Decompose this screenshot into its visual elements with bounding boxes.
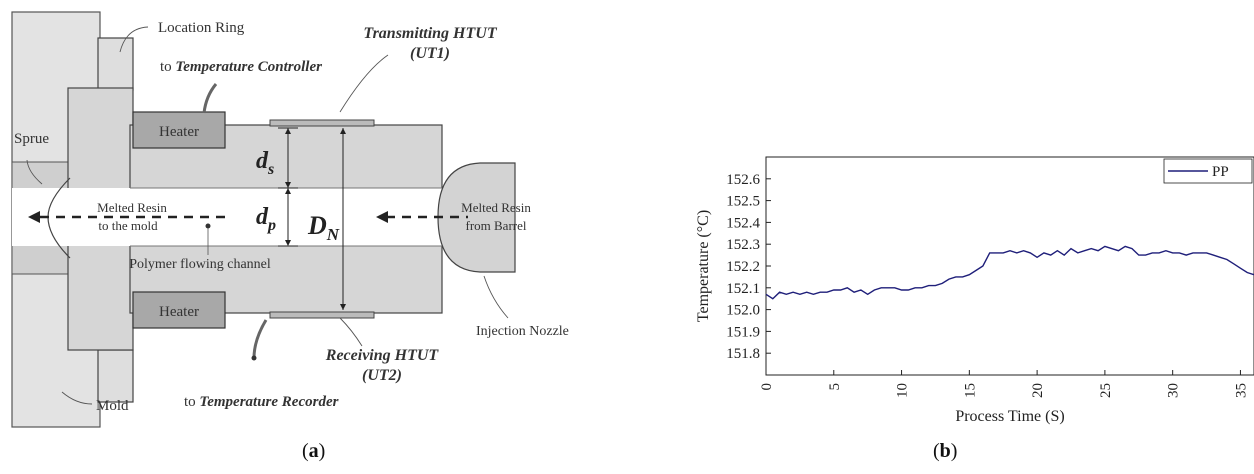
label-melted-resin-right-2: from Barrel	[465, 218, 526, 233]
label-to-temperature-controller: to Temperature Controller	[160, 59, 322, 75]
y-tick-label: 151.8	[726, 346, 760, 362]
caption-a: (a)	[302, 440, 326, 462]
label-dn: DN	[307, 211, 340, 244]
y-axis-label: Temperature (°C)	[695, 210, 712, 322]
label-ds: ds	[256, 148, 274, 178]
x-tick-label: 15	[962, 383, 978, 398]
label-polymer-flowing-channel: Polymer flowing channel	[129, 257, 271, 272]
label-to-temperature-recorder: to Temperature Recorder	[184, 394, 339, 410]
x-tick-label: 20	[1030, 383, 1046, 398]
y-tick-label: 152.4	[726, 215, 760, 231]
label-receiving-htut: Receiving HTUT	[325, 347, 440, 364]
polymer-flow-channel	[12, 188, 482, 246]
x-tick-label: 35	[1233, 383, 1249, 398]
y-tick-label: 152.5	[726, 194, 760, 210]
caption-b: (b)	[933, 440, 958, 462]
y-tick-label: 152.3	[726, 237, 760, 253]
label-ut1: (UT1)	[410, 45, 450, 62]
x-axis-label: Process Time (S)	[955, 408, 1064, 425]
label-melted-resin-left-2: to the mold	[98, 218, 158, 233]
label-heater-bottom: Heater	[159, 304, 199, 320]
label-sprue: Sprue	[14, 131, 49, 147]
recorder-cable	[252, 319, 268, 359]
label-melted-resin-left-1: Melted Resin	[97, 200, 167, 215]
y-tick-label: 152.1	[726, 281, 760, 297]
plot-frame	[765, 156, 1254, 376]
label-transmitting-htut: Transmitting HTUT	[363, 25, 497, 42]
label-mold: Mold	[96, 398, 129, 414]
x-tick-label: 10	[895, 383, 911, 398]
y-tick-label: 152.0	[726, 303, 760, 319]
x-tick-label: 25	[1098, 383, 1114, 398]
x-tick-label: 30	[1166, 383, 1182, 398]
controller-cable	[202, 83, 218, 114]
injection-mold-diagram: Location Ring to Temperature Controller …	[11, 11, 569, 428]
label-location-ring: Location Ring	[158, 20, 245, 36]
x-tick-label: 5	[827, 383, 843, 391]
receiving-transducer	[269, 311, 375, 319]
label-melted-resin-right-1: Melted Resin	[461, 200, 531, 215]
label-injection-nozzle: Injection Nozzle	[476, 324, 569, 339]
label-ut2: (UT2)	[362, 367, 402, 384]
y-tick-label: 152.2	[726, 259, 760, 275]
y-tick-label: 151.9	[726, 324, 760, 340]
location-ring	[97, 37, 134, 91]
temperature-chart: 151.8 151.9 152.0 152.1 152.2 152.3 152.4 152.5…	[695, 156, 1254, 425]
x-tick-label: 0	[759, 383, 775, 391]
legend-label: PP	[1212, 164, 1229, 180]
y-tick-label: 152.6	[726, 172, 760, 188]
heater-top	[132, 111, 226, 149]
transmitting-transducer	[269, 119, 375, 127]
series-line-pp	[765, 245, 1254, 300]
heater-bottom	[132, 291, 226, 329]
label-dp: dp	[256, 204, 276, 234]
label-heater-top: Heater	[159, 124, 199, 140]
bottom-ring	[97, 349, 134, 403]
